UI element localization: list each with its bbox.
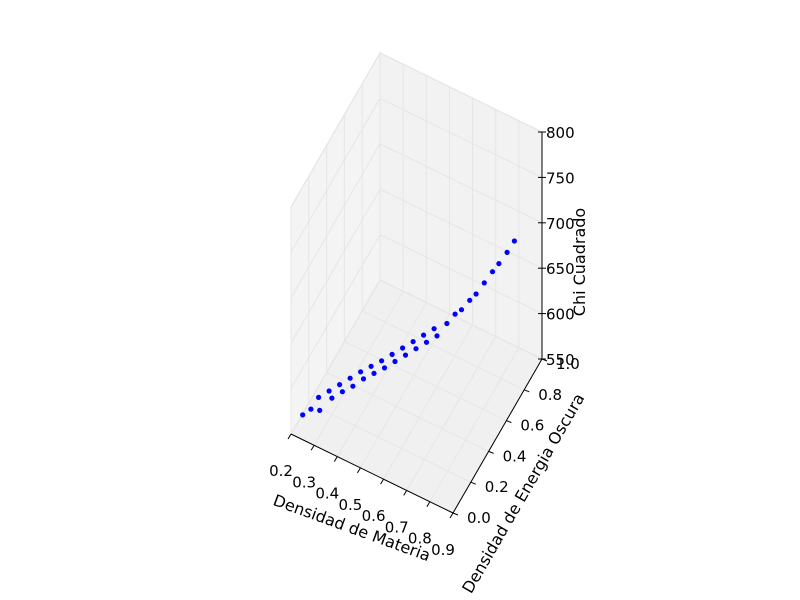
scatter-point [473,291,479,297]
z-gridline-back [379,143,543,224]
z-gridline-back [379,234,543,315]
scatter-points [300,238,517,418]
scatter-point [481,280,487,286]
scatter-point [358,369,364,375]
y-gridline-floor [361,310,525,391]
scatter-point [467,297,473,303]
scatter-point [413,346,419,352]
z-gridline-side [290,98,381,253]
scatter-point [496,261,502,267]
y-tick-mark [488,450,494,454]
scatter-point [317,407,323,413]
axis-panes [290,51,543,514]
y-tick-label: 0.4 [503,447,527,465]
x-tick-label: 0.8 [408,530,432,548]
scatter-point [371,370,377,376]
scatter-point [431,326,437,332]
scatter-point [347,375,353,381]
z-tick-label: 750 [546,169,575,187]
scatter-point [350,383,356,389]
x-tick-label: 0.9 [431,541,455,559]
z-gridline-back [379,52,543,133]
y-gridline-floor [308,402,472,483]
x-tick-label: 0.2 [269,462,293,480]
x-tick-label: 0.3 [292,473,316,491]
z-gridline-side [290,234,381,389]
axis-lines [290,132,543,514]
z-tick-label: 550 [546,351,575,369]
scatter-point [444,320,450,327]
x-gridline-floor [336,302,427,457]
scatter-point [339,389,345,395]
scatter-point [489,269,496,275]
scatter-point [410,339,416,345]
z-gridline-side [290,188,381,344]
y-tick-mark [506,420,512,424]
y-axis-line [452,358,543,514]
scatter-point [300,412,306,418]
y-gridline-floor [344,341,507,422]
y-tick-label: 1.0 [556,355,580,373]
scatter-point [402,352,409,358]
z-tick-label: 650 [546,260,575,278]
x-gridline-floor [383,324,474,480]
z-tick-label: 600 [546,306,575,324]
scatter-point [360,376,367,382]
scatter-point [308,406,314,412]
x-tick-label: 0.5 [338,496,362,514]
z-tick-label: 700 [546,215,575,233]
scatter-point [400,345,406,351]
y-tick-label: 0.0 [467,509,491,527]
y-tick-label: 0.6 [520,417,544,435]
x-tick-label: 0.4 [315,485,339,503]
z-tick-label: 800 [546,124,575,142]
y-tick-label: 0.2 [485,478,509,496]
x-tick-label: 0.7 [385,518,409,536]
z-gridline-back [379,97,543,178]
scatter-point [389,351,395,357]
x-tick-mark [426,501,431,507]
x-tick-mark [356,467,361,474]
y-tick-mark [470,481,476,485]
scatter-point [421,332,427,338]
x-tick-label: 0.6 [362,507,386,525]
y-tick-mark [524,389,530,393]
scatter-point [434,333,440,339]
y-tick-mark [452,512,459,516]
z-axis-label: Chi Cuadrado [570,208,589,316]
scatter-point [458,307,465,313]
scatter-point [381,365,388,371]
scatter-point [368,363,374,369]
x-gridline-floor [313,291,404,446]
x-tick-mark [333,456,338,462]
x-tick-mark [310,445,315,451]
y-tick-label: 0.8 [538,386,562,404]
x-tick-mark [380,478,385,485]
scatter-point [423,339,430,345]
scatter-point [452,311,458,317]
x-gridline-floor [359,313,450,469]
scatter-point [379,358,385,364]
scatter-point [329,395,335,401]
scatter-point [326,388,332,394]
x-tick-mark [403,490,408,496]
scatter-point [504,249,510,255]
z-gridline-side [290,143,381,299]
scatter-point [392,358,398,365]
x-tick-mark [449,512,454,519]
x-gridline-floor [406,336,497,491]
x-tick-mark [287,433,292,440]
scatter-point [337,382,343,388]
axis-ticks: 0.20.30.40.50.60.70.80.90.00.20.40.60.81… [269,124,580,559]
z-gridline-side [290,279,381,435]
scatter-point [511,238,517,244]
z-gridline-back [379,279,543,360]
z-gridline-side [290,52,381,208]
z-gridline-back [379,188,543,269]
scatter-point [316,394,322,400]
x-axis-line [290,433,454,514]
x-gridline-floor [429,347,520,502]
